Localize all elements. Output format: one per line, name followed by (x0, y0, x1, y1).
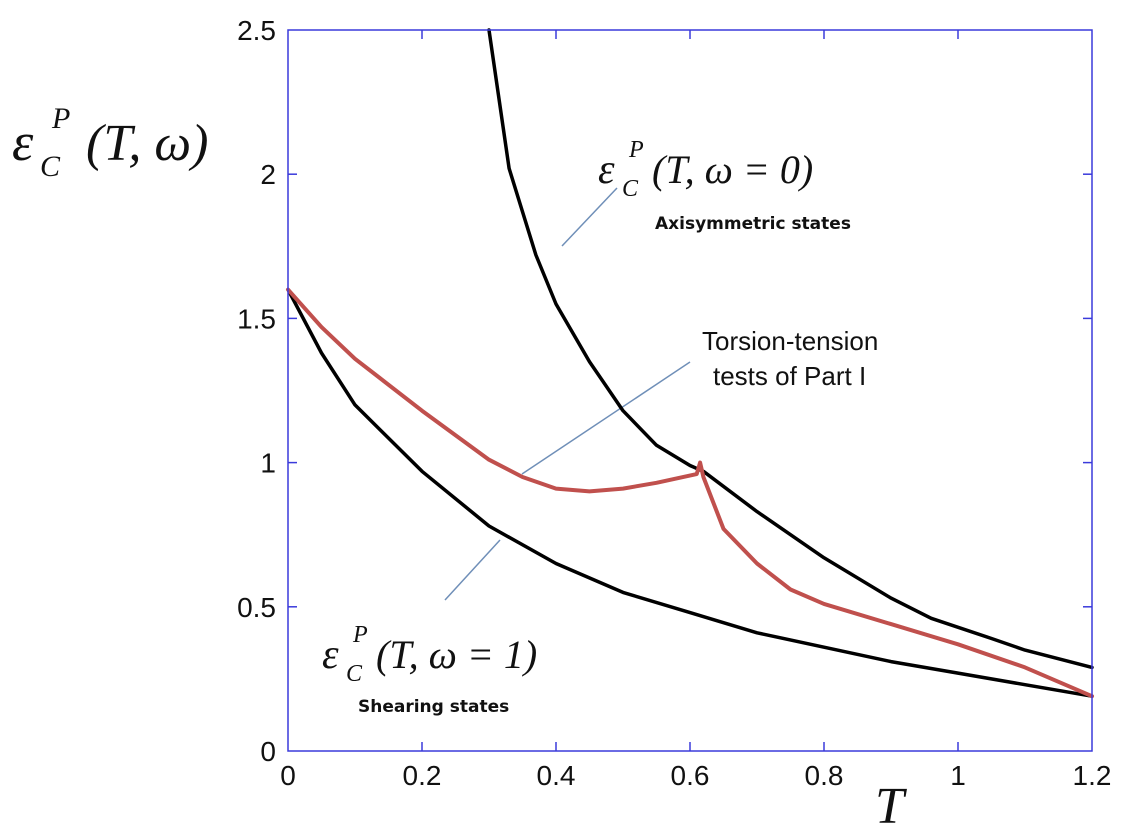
series-line-omega1 (286, 287, 1094, 698)
y-tick-label: 0.5 (237, 592, 276, 623)
x-tick-label: 0.8 (805, 760, 844, 791)
curve-omega1-subscript: C (346, 661, 363, 687)
curve-omega0-caption: Axisymmetric states (655, 214, 851, 234)
leader-line-omega1 (444, 539, 501, 601)
curve-omega0-superscript: P (628, 137, 644, 163)
y-tick-label: 2.5 (237, 15, 276, 46)
x-tick-label: 0.2 (403, 760, 442, 791)
curve-omega1-superscript: P (352, 622, 368, 648)
curve-omega1-args: (T, ω = 1) (376, 632, 537, 677)
y-axis-title-args: (T, ω) (86, 115, 208, 172)
leader-line-path (521, 361, 691, 475)
leader-line-omega0 (561, 187, 618, 247)
curve-omega1-caption: Shearing states (358, 697, 509, 717)
x-tick-label: 0 (280, 760, 296, 791)
curve-omega0-label: ε P C (T, ω = 0) Axisymmetric states (598, 137, 851, 234)
path-label-line1: Torsion-tension (702, 326, 878, 356)
chart-marks: 0 0.2 0.4 0.6 0.8 1 1.2 0 0.5 1 1.5 2 2.5 (237, 15, 1111, 791)
y-axis-title-subscript: C (40, 150, 61, 183)
path-label: Torsion-tension tests of Part I (702, 326, 878, 391)
x-tick-label: 0.4 (537, 760, 576, 791)
x-tick-label: 1 (950, 760, 966, 791)
y-tick-label: 1.5 (237, 303, 276, 334)
x-axis-title: T (875, 778, 907, 835)
series-line-torsion-tension (286, 287, 1094, 699)
y-axis-title-epsilon: ε (12, 112, 34, 172)
curve-omega1-label: ε P C (T, ω = 1) Shearing states (322, 622, 537, 717)
y-axis-title-superscript: P (51, 102, 70, 135)
y-tick-label: 1 (260, 448, 276, 479)
curve-omega0-epsilon: ε (598, 147, 615, 193)
path-label-line2: tests of Part I (713, 361, 866, 391)
x-tick-label: 1.2 (1073, 760, 1112, 791)
curve-omega0-args: (T, ω = 0) (652, 147, 813, 192)
y-axis-title: ε P C (T, ω) (12, 102, 208, 183)
x-tick-label: 0.6 (671, 760, 710, 791)
y-tick-label: 0 (260, 736, 276, 767)
curve-omega1-epsilon: ε (322, 632, 339, 678)
curve-omega0-subscript: C (622, 176, 639, 202)
y-tick-label: 2 (260, 159, 276, 190)
